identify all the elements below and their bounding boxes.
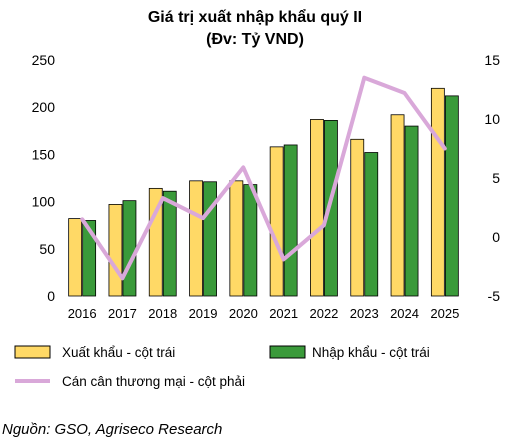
bar-export-2025 bbox=[430, 87, 445, 297]
x-tick-label: 2018 bbox=[148, 306, 177, 321]
bars bbox=[68, 87, 459, 297]
right-y-tick-label: 5 bbox=[492, 170, 500, 186]
bar-import-2017 bbox=[122, 200, 137, 297]
bar-export-2023 bbox=[350, 138, 365, 297]
bar-import-2018 bbox=[162, 190, 177, 297]
legend-label-export: Xuất khẩu - cột trái bbox=[62, 345, 175, 360]
bar-export-2024 bbox=[390, 114, 405, 297]
right-y-tick-label: 10 bbox=[484, 111, 500, 127]
x-tick-label: 2021 bbox=[269, 306, 298, 321]
balance-line bbox=[80, 75, 447, 281]
x-tick-label: 2019 bbox=[189, 306, 218, 321]
legend-swatch-import bbox=[269, 345, 306, 359]
left-y-tick-label: 100 bbox=[32, 194, 56, 210]
bar-export-2017 bbox=[108, 204, 123, 297]
right-y-tick-label: 0 bbox=[492, 229, 500, 245]
bar-import-2020 bbox=[243, 184, 258, 297]
bar-import-2022 bbox=[324, 120, 338, 297]
left-y-tick-label: 0 bbox=[47, 288, 55, 304]
bar-export-2021 bbox=[269, 146, 284, 297]
legend: Xuất khẩu - cột trái Nhập khẩu - cột trá… bbox=[14, 345, 430, 389]
bar-import-2025 bbox=[444, 95, 459, 297]
left-y-tick-label: 200 bbox=[32, 99, 56, 115]
source-note: Nguồn: GSO, Agriseco Research bbox=[2, 421, 222, 438]
left-y-tick-label: 250 bbox=[32, 52, 56, 68]
legend-label-import: Nhập khẩu - cột trái bbox=[312, 345, 430, 360]
x-tick-label: 2024 bbox=[390, 306, 419, 321]
bar-import-2023 bbox=[364, 152, 379, 297]
chart-subtitle: (Đv: Tỷ VND) bbox=[206, 31, 304, 48]
left-y-tick-label: 150 bbox=[32, 146, 56, 162]
x-tick-label: 2023 bbox=[350, 306, 379, 321]
x-tick-label: 2017 bbox=[108, 306, 137, 321]
bar-import-2024 bbox=[404, 125, 419, 297]
left-y-tick-label: 50 bbox=[39, 241, 55, 257]
x-tick-label: 2016 bbox=[68, 306, 97, 321]
bar-import-2019 bbox=[203, 181, 217, 297]
bar-import-2021 bbox=[283, 144, 298, 297]
balance-line-layer bbox=[80, 75, 447, 281]
legend-swatch-export bbox=[14, 345, 51, 359]
right-y-tick-label: 15 bbox=[484, 52, 500, 68]
legend-label-balance: Cán cân thương mại - cột phải bbox=[62, 374, 245, 389]
x-tick-label: 2022 bbox=[309, 306, 338, 321]
bar-export-2016 bbox=[68, 218, 83, 297]
bar-export-2022 bbox=[310, 119, 324, 297]
bar-export-2019 bbox=[189, 180, 203, 297]
x-tick-label: 2020 bbox=[229, 306, 258, 321]
x-tick-label: 2025 bbox=[430, 306, 459, 321]
bar-import-2016 bbox=[82, 220, 97, 297]
right-y-tick-label: -5 bbox=[488, 288, 501, 304]
axes: 0 50 100 150 200 250 -5 0 5 10 15 2016 2017 2018 2019 2… bbox=[32, 52, 501, 321]
bar-export-2020 bbox=[229, 180, 244, 297]
chart-title: Giá trị xuất nhập khẩu quý II bbox=[148, 8, 362, 26]
